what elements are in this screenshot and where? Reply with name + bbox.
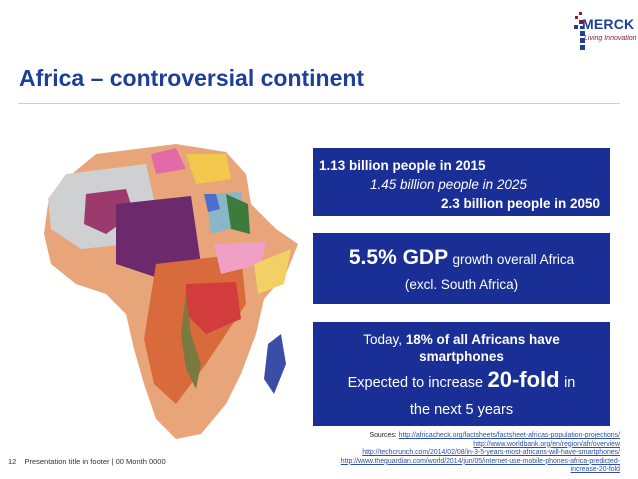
gdp-highlight: 5.5% GDP (348, 246, 449, 269)
population-2015: 1.13 billion people in 2015 (319, 158, 486, 173)
population-box: 1.13 billion people in 2015 1.45 billion… (313, 148, 610, 216)
gdp-note: (excl. South Africa) (404, 277, 519, 292)
title-divider (18, 103, 620, 104)
smartphone-highlight-line2: smartphones (419, 349, 504, 364)
sources-block: Sources: http://africacheck.org/factshee… (290, 432, 620, 475)
slide-footer: 12 Presentation title in footer | 00 Mon… (8, 457, 172, 466)
merck-logo: MERCK Living Innovation (566, 10, 637, 68)
source-link-techcrunch[interactable]: http://techcrunch.com/2014/02/08/in-3-5-… (362, 449, 620, 457)
africa-map-icon (44, 144, 298, 439)
population-2050: 2.3 billion people in 2050 (440, 196, 600, 211)
source-link-guardian-cont[interactable]: increase-20-fold (570, 466, 620, 474)
increase-value: 20-fold (487, 367, 560, 392)
slide-title: Africa – controversial continent (19, 65, 365, 91)
merck-logo-mark-icon (574, 12, 585, 50)
page-number: 12 (8, 457, 17, 466)
population-2025: 1.45 billion people in 2025 (370, 177, 527, 192)
gdp-text: growth overall Africa (452, 252, 575, 267)
increase-prefix: Expected to increase (347, 375, 484, 391)
footer-text: Presentation title in footer | 00 Month … (24, 457, 166, 466)
logo-wordmark: MERCK (582, 16, 635, 32)
smartphone-highlight-line1: 18% of all Africans have (405, 332, 560, 347)
smartphone-box: Today, 18% of all Africans have smartpho… (313, 322, 610, 426)
source-link-guardian[interactable]: http://www.theguardian.com/world/2014/ju… (340, 457, 620, 465)
gdp-box: 5.5% GDP growth overall Africa (excl. So… (313, 233, 610, 304)
sources-label: Sources: (369, 432, 397, 439)
increase-suffix: in (564, 375, 576, 391)
smartphone-last-line: the next 5 years (409, 402, 514, 418)
smartphone-prefix: Today, (363, 332, 402, 347)
source-link-africacheck[interactable]: http://africacheck.org/factsheets/factsh… (398, 432, 620, 439)
source-link-worldbank[interactable]: http://www.worldbank.org/en/region/afr/o… (473, 440, 620, 448)
logo-tagline: Living Innovation (584, 35, 637, 42)
